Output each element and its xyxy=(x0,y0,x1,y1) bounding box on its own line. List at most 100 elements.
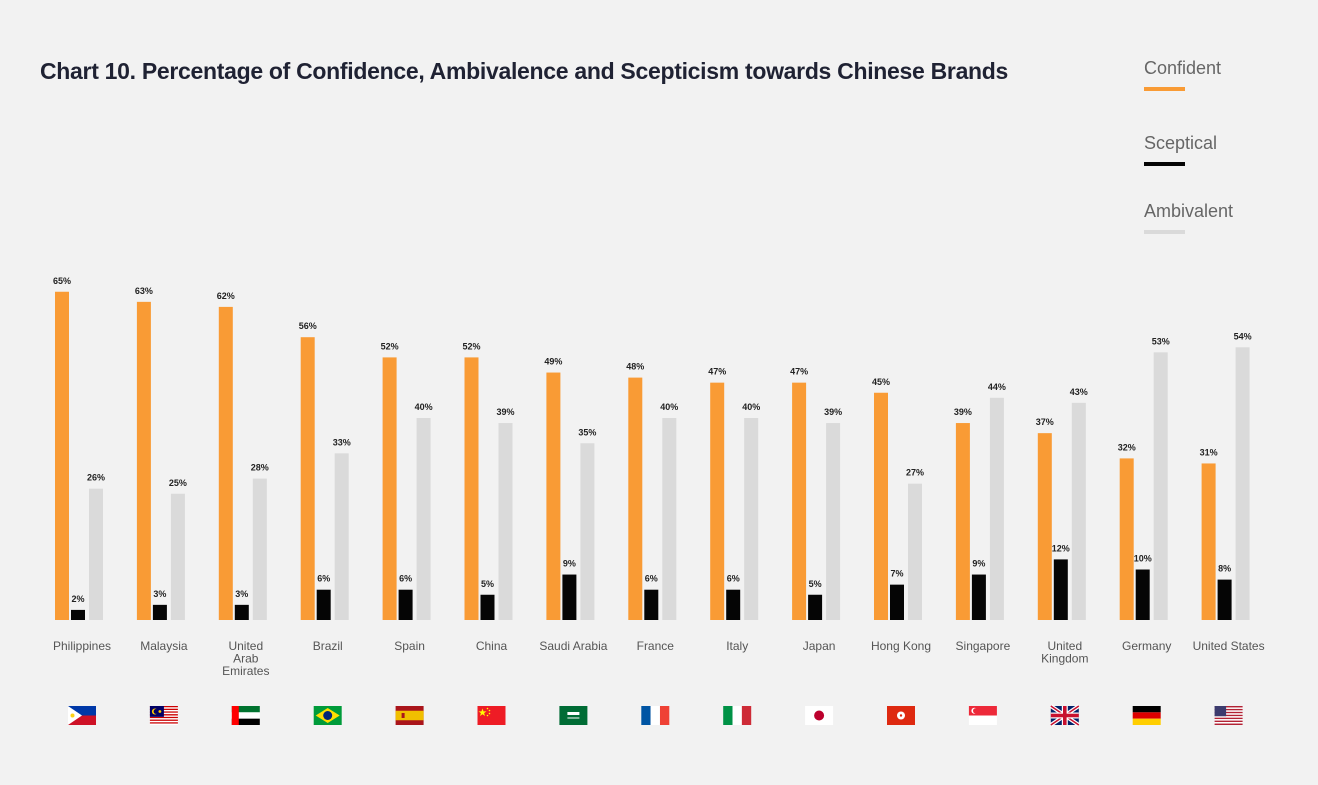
legend-label-ambivalent: Ambivalent xyxy=(1144,201,1234,221)
x-tick-label-germany: Germany xyxy=(1122,639,1171,653)
bar-sceptical-united-states xyxy=(1217,579,1232,620)
x-tick-label-united-kingdom: United Kingdom xyxy=(1041,639,1088,666)
bar-sceptical-united-kingdom xyxy=(1053,559,1068,620)
x-tick-label-spain: Spain xyxy=(394,639,425,653)
bar-confident-united-arab-emirates xyxy=(218,306,233,620)
bar-ambivalent-malaysia xyxy=(170,493,185,620)
value-label-sceptical-china: 5% xyxy=(481,579,494,589)
bar-ambivalent-united-kingdom xyxy=(1071,402,1086,620)
bar-sceptical-germany xyxy=(1135,569,1150,620)
legend-label-sceptical: Sceptical xyxy=(1144,133,1218,153)
japan-flag-icon xyxy=(805,706,834,725)
x-tick-label-italy: Italy xyxy=(726,639,748,653)
x-tick-label-malaysia: Malaysia xyxy=(140,639,188,653)
bar-sceptical-france xyxy=(644,589,659,620)
china-flag-icon xyxy=(477,706,506,725)
value-label-ambivalent-brazil: 33% xyxy=(333,437,351,447)
value-label-sceptical-italy: 6% xyxy=(727,574,740,584)
value-label-sceptical-philippines: 2% xyxy=(71,594,84,604)
value-label-sceptical-malaysia: 3% xyxy=(153,589,166,599)
value-label-confident-united-arab-emirates: 62% xyxy=(217,291,235,301)
value-label-ambivalent-malaysia: 25% xyxy=(169,478,187,488)
value-label-sceptical-spain: 6% xyxy=(399,574,412,584)
value-label-confident-brazil: 56% xyxy=(299,321,317,331)
value-label-sceptical-saudi-arabia: 9% xyxy=(563,559,576,569)
value-label-sceptical-united-arab-emirates: 3% xyxy=(235,589,248,599)
value-label-ambivalent-united-kingdom: 43% xyxy=(1070,387,1088,397)
x-tick-label-hong-kong: Hong Kong xyxy=(871,639,931,653)
value-label-confident-hong-kong: 45% xyxy=(872,377,890,387)
value-label-sceptical-hong-kong: 7% xyxy=(890,569,903,579)
bar-ambivalent-hong-kong xyxy=(908,483,922,620)
bar-ambivalent-saudi-arabia xyxy=(580,443,595,620)
bar-ambivalent-united-states xyxy=(1235,347,1250,620)
legend-swatch-ambivalent xyxy=(1144,230,1185,234)
france-flag-icon xyxy=(641,706,670,725)
italy-flag-icon xyxy=(723,706,752,725)
bar-ambivalent-china xyxy=(498,423,513,620)
value-label-sceptical-germany: 10% xyxy=(1134,554,1152,564)
value-label-ambivalent-hong-kong: 27% xyxy=(906,468,924,478)
value-label-ambivalent-united-states: 54% xyxy=(1234,331,1252,341)
value-label-sceptical-japan: 5% xyxy=(809,579,822,589)
value-label-ambivalent-china: 39% xyxy=(496,407,514,417)
value-label-confident-philippines: 65% xyxy=(53,276,71,286)
bar-sceptical-united-arab-emirates xyxy=(234,604,249,620)
bar-sceptical-philippines xyxy=(71,609,85,620)
chart-title: Chart 10. Percentage of Confidence, Ambi… xyxy=(40,58,1009,84)
value-label-sceptical-france: 6% xyxy=(645,574,658,584)
x-tick-label-united-arab-emirates: United Arab Emirates xyxy=(222,639,269,678)
singapore-flag-icon xyxy=(968,706,997,725)
x-tick-label-united-states: United States xyxy=(1193,639,1265,653)
united-kingdom-flag-icon xyxy=(1049,704,1080,727)
value-label-ambivalent-france: 40% xyxy=(660,402,678,412)
bar-ambivalent-united-arab-emirates xyxy=(252,478,267,620)
value-label-confident-japan: 47% xyxy=(790,367,808,377)
bar-sceptical-brazil xyxy=(316,589,331,620)
legend-item-ambivalent: Ambivalent xyxy=(1144,201,1233,234)
bar-ambivalent-germany xyxy=(1153,352,1168,620)
x-tick-label-philippines: Philippines xyxy=(53,639,111,653)
bar-confident-singapore xyxy=(955,423,970,620)
bar-sceptical-saudi-arabia xyxy=(562,574,577,620)
x-tick-label-france: France xyxy=(637,639,675,653)
spain-flag-icon xyxy=(395,706,424,725)
bar-sceptical-malaysia xyxy=(152,604,167,620)
x-tick-label-japan: Japan xyxy=(803,639,836,653)
brazil-flag-icon xyxy=(313,706,342,725)
value-label-confident-china: 52% xyxy=(462,341,480,351)
legend-label-confident: Confident xyxy=(1144,58,1222,78)
malaysia-flag-icon xyxy=(149,706,178,725)
bar-confident-united-kingdom xyxy=(1037,433,1052,620)
bar-confident-spain xyxy=(382,357,397,620)
bar-confident-france xyxy=(628,377,643,620)
value-label-ambivalent-italy: 40% xyxy=(742,402,760,412)
value-label-confident-united-kingdom: 37% xyxy=(1036,417,1054,427)
uae-flag-icon xyxy=(231,706,260,725)
bar-confident-china xyxy=(464,357,479,620)
value-label-ambivalent-singapore: 44% xyxy=(988,382,1006,392)
value-label-sceptical-singapore: 9% xyxy=(972,559,985,569)
hong-kong-flag-icon xyxy=(887,706,915,725)
value-label-sceptical-brazil: 6% xyxy=(317,574,330,584)
bar-ambivalent-singapore xyxy=(989,397,1004,620)
value-label-sceptical-united-states: 8% xyxy=(1218,564,1231,574)
bar-confident-saudi-arabia xyxy=(546,372,561,620)
legend-swatch-confident xyxy=(1144,87,1185,91)
bar-ambivalent-italy xyxy=(744,418,759,620)
value-label-confident-germany: 32% xyxy=(1118,442,1136,452)
germany-flag-icon xyxy=(1132,706,1161,725)
value-label-confident-singapore: 39% xyxy=(954,407,972,417)
bar-confident-hong-kong xyxy=(874,392,888,620)
value-label-confident-france: 48% xyxy=(626,362,644,372)
value-label-ambivalent-spain: 40% xyxy=(415,402,433,412)
bar-confident-japan xyxy=(792,382,807,620)
value-label-confident-united-states: 31% xyxy=(1200,447,1218,457)
bar-confident-germany xyxy=(1119,458,1134,620)
value-label-ambivalent-germany: 53% xyxy=(1152,336,1170,346)
value-label-ambivalent-japan: 39% xyxy=(824,407,842,417)
bar-sceptical-spain xyxy=(398,589,413,620)
bar-ambivalent-japan xyxy=(826,423,841,620)
philippines-flag-icon xyxy=(68,706,96,725)
